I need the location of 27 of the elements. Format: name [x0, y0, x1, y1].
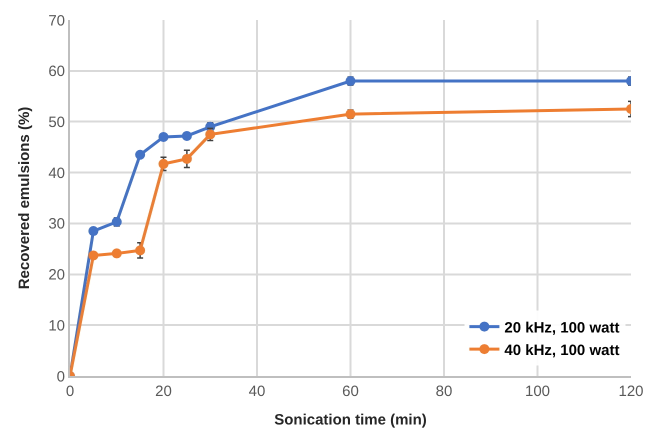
x-tick-label: 100: [524, 383, 550, 400]
y-tick-label: 30: [48, 216, 65, 233]
x-tick-label: 120: [618, 383, 644, 400]
x-tick-label: 40: [248, 383, 266, 400]
y-axis-title: Recovered emulsions (%): [16, 106, 34, 290]
point: [158, 158, 168, 169]
y-tick-label: 20: [48, 266, 65, 284]
x-tick-label: 20: [155, 383, 172, 400]
y-tick-label: 40: [48, 164, 65, 182]
y-tick-label: 50: [48, 114, 65, 131]
point: [112, 248, 122, 258]
point: [158, 132, 168, 142]
x-axis-title: Sonication time (min): [274, 412, 427, 428]
x-tick-label: 60: [342, 383, 359, 400]
point: [182, 130, 192, 141]
point: [88, 226, 98, 236]
x-tick-label: 80: [436, 383, 452, 400]
point: [135, 245, 146, 256]
legend-label: 20 kHz, 100 watt: [504, 319, 620, 336]
y-tick-label: 70: [48, 12, 65, 30]
point: [135, 150, 146, 160]
y-tick-label: 0: [56, 368, 65, 386]
legend-label: 40 kHz, 100 watt: [504, 342, 620, 359]
y-tick-label: 10: [48, 317, 65, 334]
point: [182, 154, 192, 164]
point: [88, 250, 98, 260]
y-tick-label: 60: [48, 63, 65, 80]
